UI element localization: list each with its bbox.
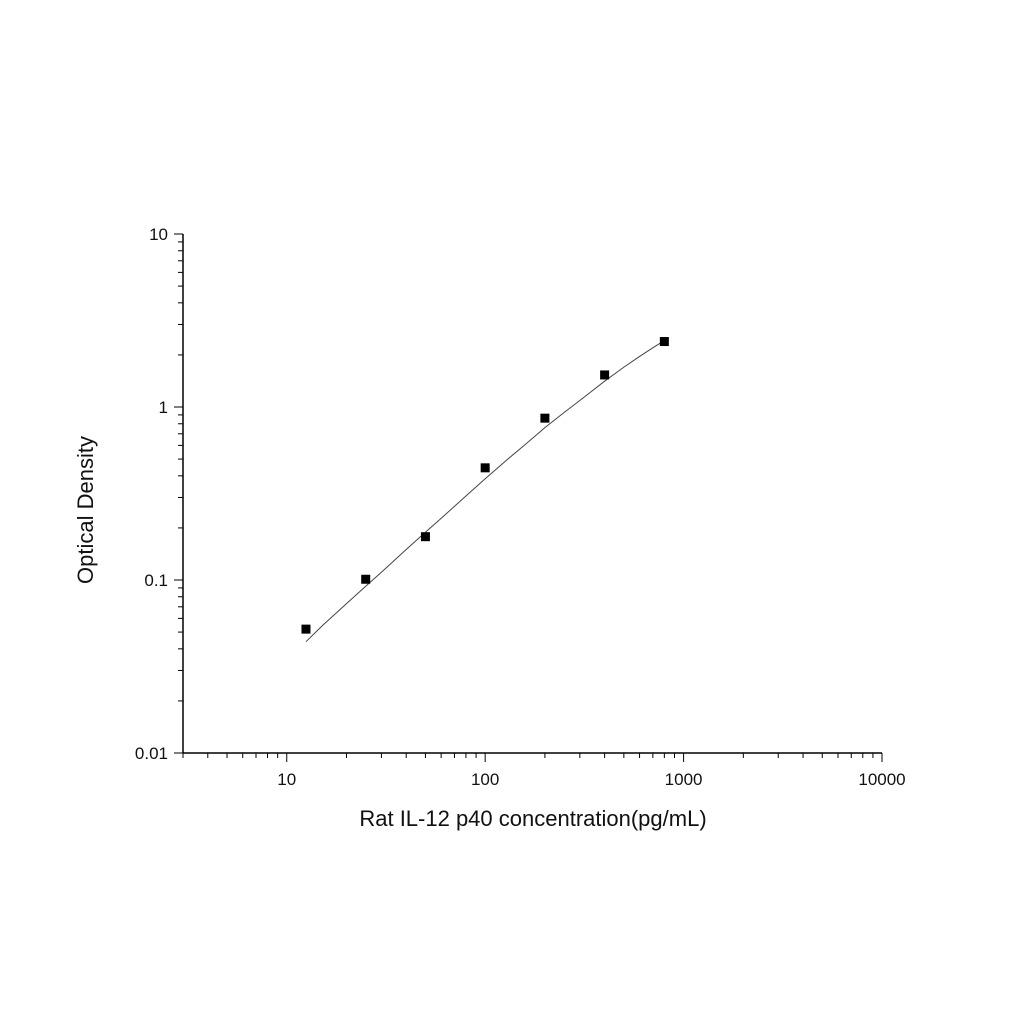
data-point [659,337,669,347]
data-points [301,337,669,634]
data-point [540,413,550,423]
x-tick-label: 100 [471,770,499,789]
data-point [600,370,610,380]
y-tick-label: 0.1 [144,571,168,590]
y-axis-title: Optical Density [73,436,98,584]
data-point [420,532,430,542]
x-tick-label: 1000 [665,770,703,789]
x-tick-label: 10000 [858,770,905,789]
fit-curve [305,340,665,643]
ticks [174,233,883,762]
data-point [480,463,490,473]
y-tick-label: 10 [149,225,168,244]
y-tick-label: 1 [159,398,168,417]
tick-labels: 10 100 1000 10000 0.01 0.1 1 10 [135,225,906,789]
y-tick-label: 0.01 [135,744,168,763]
axes [182,234,882,754]
data-point [361,574,371,584]
x-axis-title: Rat IL-12 p40 concentration(pg/mL) [359,806,706,831]
data-point [301,624,311,634]
x-tick-label: 10 [277,770,296,789]
